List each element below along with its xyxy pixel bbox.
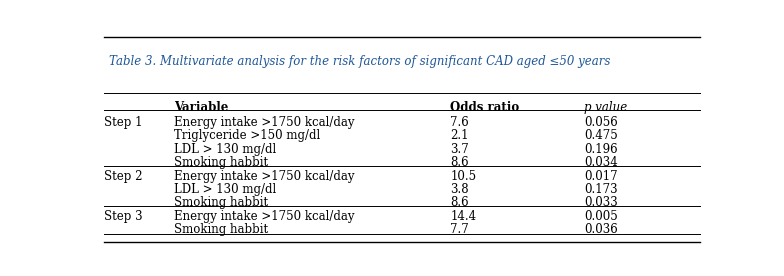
Text: 0.017: 0.017: [584, 169, 618, 182]
Text: Variable: Variable: [174, 101, 228, 114]
Text: Smoking habbit: Smoking habbit: [174, 196, 268, 209]
Text: Triglyceride >150 mg/dl: Triglyceride >150 mg/dl: [174, 129, 320, 142]
Text: 0.033: 0.033: [584, 196, 618, 209]
Text: 10.5: 10.5: [450, 169, 477, 182]
Text: 0.005: 0.005: [584, 210, 618, 223]
Text: Energy intake >1750 kcal/day: Energy intake >1750 kcal/day: [174, 169, 354, 182]
Text: 3.7: 3.7: [450, 143, 469, 156]
Text: 2.1: 2.1: [450, 129, 469, 142]
Text: 8.6: 8.6: [450, 156, 469, 169]
Text: Energy intake >1750 kcal/day: Energy intake >1750 kcal/day: [174, 210, 354, 223]
Text: 8.6: 8.6: [450, 196, 469, 209]
Text: Odds ratio: Odds ratio: [450, 101, 520, 114]
Text: 0.036: 0.036: [584, 223, 618, 236]
Text: 0.034: 0.034: [584, 156, 618, 169]
Text: LDL > 130 mg/dl: LDL > 130 mg/dl: [174, 183, 276, 196]
Text: Energy intake >1750 kcal/day: Energy intake >1750 kcal/day: [174, 116, 354, 129]
Text: Table 3. Multivariate analysis for the risk factors of significant CAD aged ≤50 : Table 3. Multivariate analysis for the r…: [109, 55, 610, 68]
Text: Smoking habbit: Smoking habbit: [174, 223, 268, 236]
Text: 7.6: 7.6: [450, 116, 469, 129]
Text: 7.7: 7.7: [450, 223, 469, 236]
Text: 0.475: 0.475: [584, 129, 618, 142]
Text: Smoking habbit: Smoking habbit: [174, 156, 268, 169]
Text: 3.8: 3.8: [450, 183, 469, 196]
Text: Step 3: Step 3: [104, 210, 143, 223]
Text: 0.196: 0.196: [584, 143, 618, 156]
Text: p value: p value: [584, 101, 627, 114]
Text: 0.056: 0.056: [584, 116, 618, 129]
Text: Step 1: Step 1: [104, 116, 143, 129]
Text: 0.173: 0.173: [584, 183, 618, 196]
Text: 14.4: 14.4: [450, 210, 477, 223]
Text: LDL > 130 mg/dl: LDL > 130 mg/dl: [174, 143, 276, 156]
Text: Step 2: Step 2: [104, 169, 143, 182]
